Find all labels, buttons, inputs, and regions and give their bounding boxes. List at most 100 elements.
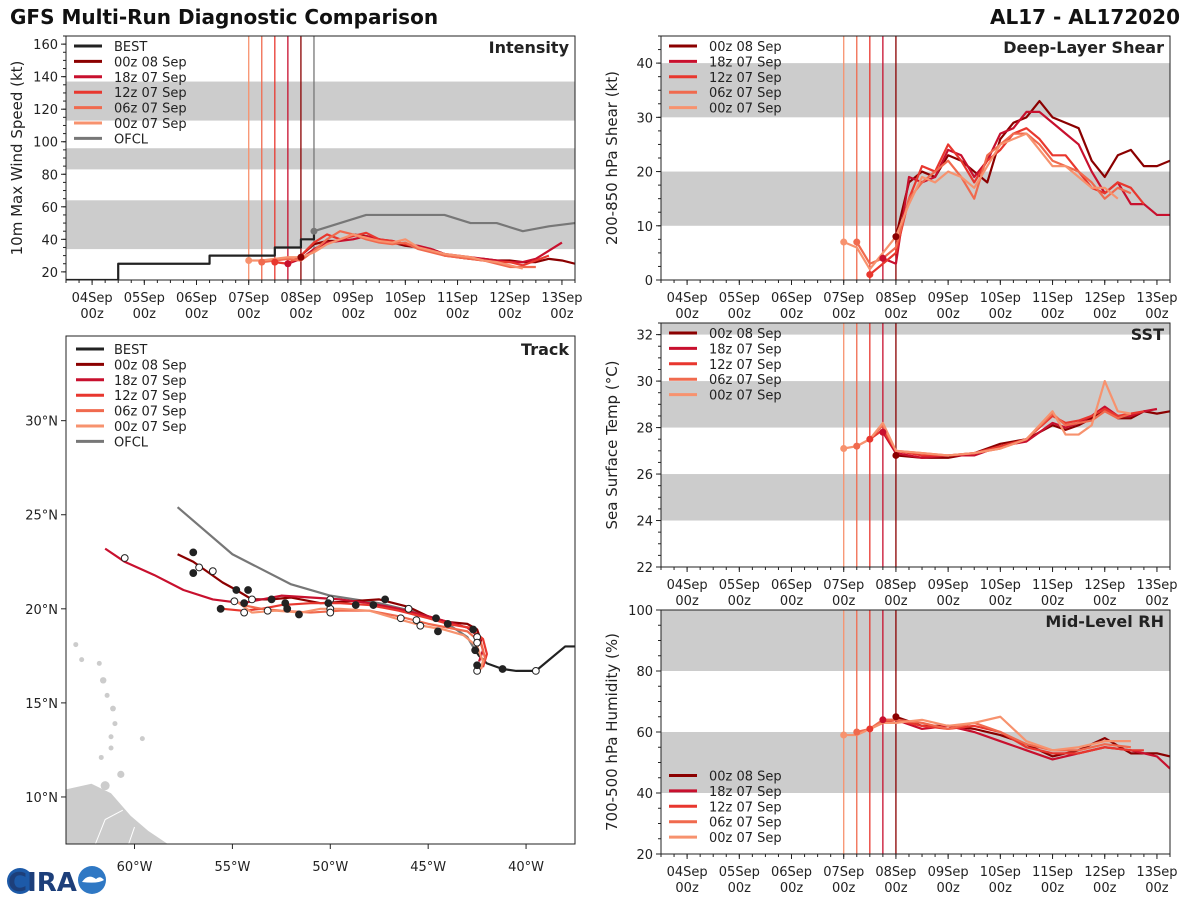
legend-label: 00z 07 Sep [114, 420, 187, 435]
island [100, 781, 110, 791]
x-tick-label-hour: 00z [185, 307, 209, 322]
legend-label: 00z 08 Sep [709, 327, 782, 342]
shaded-band [661, 323, 1170, 335]
x-tick-label: 04Sep [667, 865, 708, 880]
x-tick-label-hour: 00z [1093, 594, 1117, 609]
x-tick-label: 06Sep [771, 578, 812, 593]
panel-shear: 01020304004Sep00z05Sep00z06Sep00z07Sep00… [603, 35, 1177, 322]
y-tick-label: 15°N [25, 697, 58, 712]
x-tick-label: 13Sep [1136, 291, 1177, 306]
y-tick-label: 0 [645, 274, 653, 289]
x-tick-label-hour: 00z [1145, 881, 1169, 896]
legend-label: BEST [114, 343, 147, 358]
track-point [326, 608, 335, 617]
x-tick-label-hour: 00z [1041, 307, 1065, 322]
track-point [324, 599, 333, 608]
legend-label: 12z 07 Sep [114, 86, 187, 101]
y-tick-label: 20°N [25, 603, 58, 618]
legend-label: 12z 07 Sep [114, 389, 187, 404]
track-point [434, 627, 442, 636]
y-tick-label: 30 [636, 111, 653, 126]
y-tick-label: 26 [636, 468, 653, 483]
island [110, 705, 116, 712]
x-tick-label-hour: 00z [498, 307, 522, 322]
track-point [498, 665, 507, 673]
legend-label: 00z 08 Sep [114, 358, 187, 373]
y-tick-label: 22 [636, 561, 653, 576]
x-tick-label-hour: 00z [780, 594, 804, 609]
x-tick-label: 13Sep [541, 291, 582, 306]
data-point [245, 256, 253, 264]
legend-label: 00z 07 Sep [709, 389, 782, 404]
track-point [240, 599, 249, 608]
panel-intensity: 2040608010012014016004Sep00z05Sep00z06Se… [8, 35, 582, 322]
x-tick-label-hour: 00z [675, 594, 699, 609]
y-axis-label: 200-850 hPa Shear (kt) [603, 71, 621, 245]
x-tick-label-hour: 00z [728, 307, 752, 322]
legend-label: 12z 07 Sep [709, 358, 782, 373]
track-point [432, 614, 440, 623]
x-tick-label: 07Sep [228, 291, 269, 306]
x-tick-label: 08Sep [875, 291, 916, 306]
x-tick-label: 12Sep [1084, 578, 1125, 593]
y-tick-label: 160 [33, 38, 58, 53]
track-point [531, 667, 540, 675]
panel-rh: 2040608010004Sep00z05Sep00z06Sep00z07Sep… [603, 604, 1177, 896]
y-tick-label: 20 [636, 848, 653, 863]
x-tick-label-hour: 00z [884, 594, 908, 609]
legend-label: OFCL [114, 132, 149, 147]
x-tick-label: 09Sep [928, 291, 969, 306]
track-point [295, 610, 303, 619]
y-tick-label: 40 [636, 57, 653, 72]
x-tick-label-hour: 00z [780, 307, 804, 322]
x-tick-label: 45°W [410, 860, 446, 875]
plot-area [661, 36, 1170, 280]
panel-track: 60°W 55°W 50°W 45°W 40°W 10°N 15°N 20°N 25°N 30°N… [25, 335, 576, 875]
data-point [892, 233, 900, 241]
cira-logo-swirl-icon [82, 876, 104, 883]
plot-area [66, 36, 575, 280]
x-tick-label: 05Sep [719, 865, 760, 880]
x-tick-label-hour: 00z [1145, 594, 1169, 609]
data-point [840, 238, 848, 246]
track-line-18z-07-sep [104, 547, 485, 662]
y-tick-label: 40 [636, 787, 653, 802]
data-point [258, 258, 266, 266]
y-tick-label: 60 [41, 201, 58, 216]
y-tick-label: 30°N [25, 415, 58, 430]
plot-area [661, 323, 1170, 567]
track-point [351, 601, 360, 609]
y-tick-label: 10°N [25, 791, 58, 806]
legend-label: BEST [114, 40, 147, 55]
x-tick-label: 09Sep [928, 865, 969, 880]
x-tick-label: 04Sep [72, 291, 113, 306]
y-tick-label: 80 [636, 665, 653, 680]
track-point [412, 616, 421, 625]
data-point [853, 442, 861, 450]
track-point [369, 601, 378, 609]
x-tick-label-hour: 00z [341, 307, 365, 322]
track-point [473, 661, 482, 670]
y-tick-label: 32 [636, 329, 653, 344]
x-tick-label: 11Sep [1032, 578, 1073, 593]
country-border [128, 826, 135, 844]
x-tick-label: 09Sep [928, 578, 969, 593]
x-tick-label: 07Sep [823, 291, 864, 306]
page-title: GFS Multi-Run Diagnostic Comparison [10, 5, 439, 29]
island [108, 734, 114, 740]
series-line-best [66, 231, 316, 280]
track-point [230, 597, 239, 606]
x-tick-label-hour: 00z [884, 307, 908, 322]
data-point [879, 716, 887, 724]
legend-label: 00z 07 Sep [114, 117, 187, 132]
cira-logo: CIRA [7, 866, 106, 896]
y-tick-label: 20 [41, 266, 58, 281]
x-tick-label-hour: 00z [832, 307, 856, 322]
island [139, 736, 145, 742]
x-tick-label: 06Sep [771, 865, 812, 880]
x-tick-label: 12Sep [489, 291, 530, 306]
y-tick-label: 28 [636, 422, 653, 437]
x-tick-label: 06Sep [176, 291, 217, 306]
y-tick-label: 120 [33, 103, 58, 118]
x-tick-label: 13Sep [1136, 578, 1177, 593]
